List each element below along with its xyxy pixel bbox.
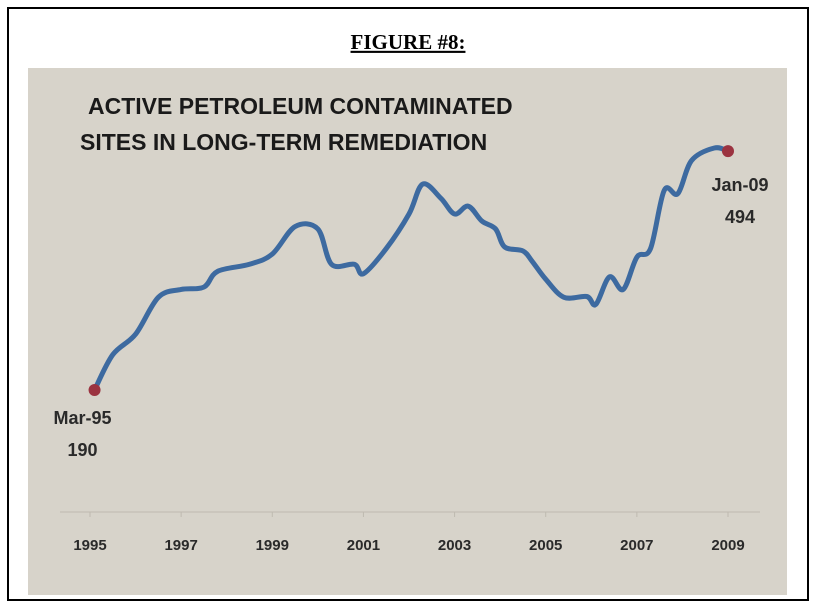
chart-title: ACTIVE PETROLEUM CONTAMINATED [88, 93, 513, 119]
line [92, 145, 731, 393]
end-marker [722, 145, 734, 158]
x-tick-label: 2005 [529, 537, 562, 554]
x-tick-label: 2007 [620, 537, 653, 554]
chart-title: SITES IN LONG-TERM REMEDIATION [80, 129, 487, 155]
end-marker [88, 384, 101, 396]
value-label: 494 [725, 207, 755, 227]
caption: FIGURE #8: [351, 30, 466, 54]
x-tick-label: 1997 [164, 537, 197, 554]
x-tick-label: 2009 [711, 537, 744, 554]
x-tick-label: 1995 [73, 537, 106, 554]
value-label: 190 [68, 440, 98, 460]
annotation: Jan-09 [711, 175, 768, 195]
x-tick-label: 2001 [347, 537, 380, 554]
plot-panel [28, 68, 787, 595]
x-tick-label: 1999 [256, 537, 289, 554]
annotation: Mar-95 [54, 408, 112, 428]
x-tick-label: 2003 [438, 537, 471, 554]
